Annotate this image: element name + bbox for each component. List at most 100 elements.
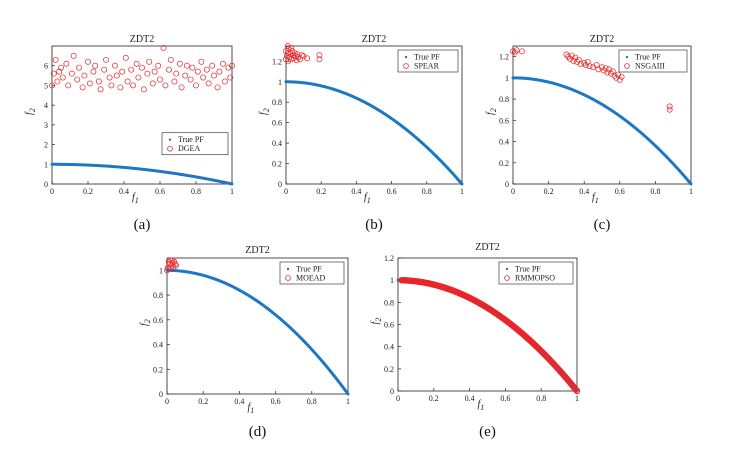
solution-point xyxy=(316,52,323,59)
y-tick-label: 0.4 xyxy=(384,343,394,352)
chart-title: ZDT2 xyxy=(590,34,614,45)
legend-label-solutions: NSGAIII xyxy=(635,62,665,71)
solution-point xyxy=(189,64,196,71)
y-axis-label: f2 xyxy=(258,108,271,115)
true-pf-curve xyxy=(511,76,693,186)
legend-box xyxy=(498,261,574,285)
solution-point xyxy=(92,62,99,69)
y-tick-label: 0.2 xyxy=(153,365,163,374)
y-tick-label: 1 xyxy=(159,266,163,275)
x-axis-label-sub: 1 xyxy=(250,406,254,415)
legend-marker-true-pf xyxy=(286,267,290,271)
solution-point xyxy=(171,78,178,85)
solution-point xyxy=(216,68,223,75)
y-tick-label: 0.8 xyxy=(272,98,282,107)
panel-label: (b) xyxy=(365,217,383,233)
solution-point xyxy=(112,62,118,69)
x-tick-label: 0.2 xyxy=(198,397,208,406)
x-tick-label: 1 xyxy=(689,187,693,196)
x-tick-label: 0.6 xyxy=(387,187,397,196)
solution-point xyxy=(220,60,226,67)
x-axis-label-main: f xyxy=(592,192,596,203)
solution-point xyxy=(139,64,145,71)
x-axis-label-main: f xyxy=(364,192,368,203)
solution-point xyxy=(290,52,296,59)
solution-point xyxy=(193,82,199,89)
y-tick-label: 0.2 xyxy=(499,159,509,168)
x-tick-label: 0 xyxy=(511,187,515,196)
solution-point xyxy=(149,80,156,87)
x-tick-label: 0.4 xyxy=(119,187,129,196)
solution-point xyxy=(169,257,176,264)
x-tick-label: 0.6 xyxy=(271,397,281,406)
y-tick-label: 1.2 xyxy=(272,57,282,66)
solution-point xyxy=(167,56,174,63)
y-axis-label-sub: 2 xyxy=(262,108,271,112)
plot-frame xyxy=(51,45,233,185)
solution-point xyxy=(135,74,142,81)
x-tick-label: 0.6 xyxy=(155,187,165,196)
solution-point xyxy=(294,51,301,58)
chart-title: ZDT2 xyxy=(475,242,499,253)
x-axis-label: f1 xyxy=(592,192,599,205)
solution-point xyxy=(572,386,580,393)
solution-point xyxy=(144,70,151,77)
y-axis-label-main: f xyxy=(485,111,496,115)
solution-point xyxy=(130,82,136,89)
solution-point xyxy=(56,68,63,75)
true-pf-curve xyxy=(165,268,350,396)
solution-point xyxy=(286,54,293,61)
solution-point xyxy=(146,58,153,65)
solution-point xyxy=(162,82,169,89)
y-tick-label: 3 xyxy=(44,121,48,130)
legend-label-true-pf: True PF xyxy=(635,53,661,62)
y-tick-label: 0.6 xyxy=(499,116,509,125)
solution-point xyxy=(90,68,97,75)
y-tick-label: 0.6 xyxy=(153,316,163,325)
solution-point xyxy=(611,72,618,79)
y-axis-label-main: f xyxy=(24,111,35,115)
solution-point xyxy=(58,64,64,71)
solution-point xyxy=(95,78,102,85)
solution-point xyxy=(63,60,70,67)
solution-point xyxy=(85,58,91,65)
legend-marker-true-pf xyxy=(168,138,172,141)
y-axis-label-sub: 2 xyxy=(374,318,383,322)
x-axis-label-main: f xyxy=(478,399,482,410)
y-tick-label: 0 xyxy=(159,390,163,399)
solution-point xyxy=(285,58,292,65)
legend-box xyxy=(397,49,459,73)
solution-point xyxy=(182,72,189,79)
x-tick-label: 1 xyxy=(346,397,350,406)
y-axis-label-main: f xyxy=(258,111,269,115)
solution-point xyxy=(178,84,185,91)
solution-point xyxy=(70,52,77,59)
x-tick-label: 0.8 xyxy=(422,187,432,196)
solution-point xyxy=(283,56,289,63)
solution-point xyxy=(297,56,304,63)
solution-point xyxy=(157,76,163,83)
legend-marker-true-pf xyxy=(625,55,629,59)
solution-point xyxy=(50,70,57,77)
solution-point xyxy=(581,60,588,66)
legend-marker-solutions xyxy=(167,145,173,152)
x-tick-label: 0.2 xyxy=(316,187,326,196)
x-tick-label: 0.2 xyxy=(429,394,439,403)
x-tick-label: 0.2 xyxy=(83,187,93,196)
y-axis-label: f2 xyxy=(485,108,498,115)
y-tick-label: 0 xyxy=(44,180,48,189)
x-tick-label: 0.4 xyxy=(465,394,475,403)
chart-title: ZDT2 xyxy=(245,245,269,256)
x-tick-label: 0.4 xyxy=(234,397,244,406)
solution-point xyxy=(573,387,581,395)
solution-point xyxy=(510,48,516,55)
solution-point xyxy=(166,66,172,73)
solution-point xyxy=(293,57,300,64)
y-tick-label: 0.8 xyxy=(153,291,163,300)
solution-point xyxy=(167,264,174,271)
x-tick-label: 0.4 xyxy=(351,187,361,196)
